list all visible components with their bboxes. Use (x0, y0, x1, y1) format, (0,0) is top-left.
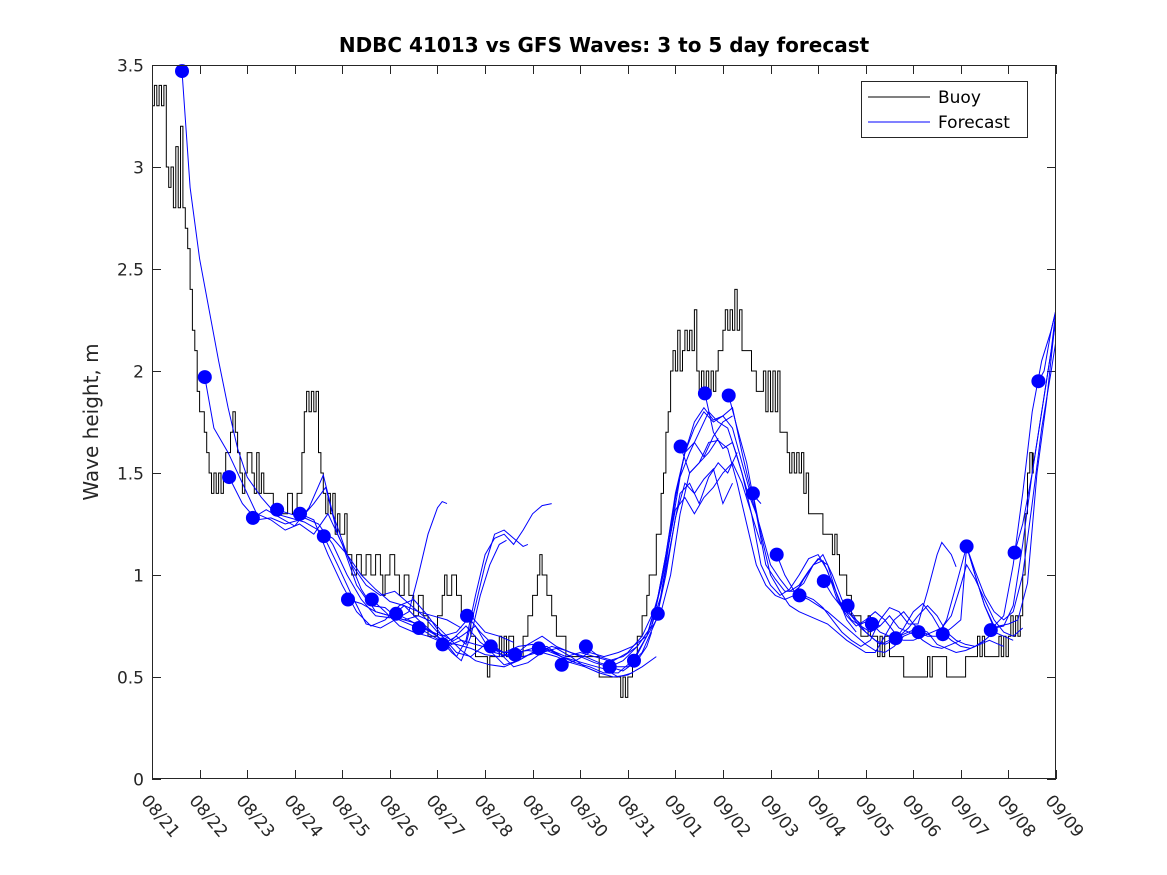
legend: Buoy Forecast (861, 81, 1028, 138)
y-tick-label: 1 (133, 567, 144, 587)
forecast-marker (245, 510, 260, 525)
forecast-line (966, 340, 1056, 621)
forecast-line (704, 393, 895, 633)
forecast-marker (816, 574, 831, 589)
forecast-line (514, 467, 733, 668)
forecast-marker (959, 539, 974, 554)
y-tick-label: 0 (133, 771, 144, 791)
legend-box (861, 81, 1028, 138)
forecast-marker (341, 592, 355, 607)
plot-area (152, 65, 1056, 779)
legend-label-buoy: Buoy (938, 88, 981, 108)
forecast-line (847, 602, 1004, 649)
forecast-line (442, 529, 529, 646)
y-axis-label: Wave height, m (79, 343, 103, 500)
forecast-marker (508, 647, 522, 662)
chart-title: NDBC 41013 vs GFS Waves: 3 to 5 day fore… (339, 33, 870, 57)
forecast-marker (935, 627, 950, 642)
forecast-marker (792, 588, 807, 603)
forecast-marker (316, 529, 331, 544)
forecast-line (228, 476, 524, 658)
forecast-marker (364, 592, 379, 607)
forecast-line (776, 541, 957, 647)
forecast-marker (627, 653, 641, 668)
forecast-marker (602, 659, 617, 674)
forecast-marker (673, 439, 688, 454)
forecast-marker (483, 639, 498, 654)
forecast-marker (1031, 374, 1046, 389)
y-tick-label: 3.5 (117, 57, 144, 77)
legend-label-forecast: Forecast (938, 113, 1010, 133)
forecast-marker (888, 631, 903, 646)
forecast-marker (697, 386, 712, 401)
forecast-marker (554, 657, 569, 672)
forecast-marker (531, 641, 546, 656)
forecast-marker (983, 623, 998, 638)
forecast-marker (578, 639, 593, 654)
y-tick-label: 0.5 (117, 669, 144, 689)
forecast-marker (745, 486, 760, 501)
forecast-line (895, 563, 1024, 641)
forecast-line (204, 377, 514, 643)
forecast-marker (435, 637, 450, 652)
forecast-line (799, 594, 961, 654)
forecast-line (823, 580, 985, 647)
forecast-line (1014, 309, 1056, 553)
forecast-marker (222, 470, 237, 485)
forecast-marker (721, 388, 736, 403)
forecast-marker (769, 547, 784, 562)
forecast-markers (175, 64, 1046, 674)
forecast-marker (197, 370, 212, 385)
forecast-marker (650, 606, 665, 621)
forecast-line (728, 395, 919, 637)
forecast-marker (411, 621, 426, 635)
forecast-line (752, 493, 933, 653)
forecast-marker (293, 506, 307, 521)
forecast-marker (270, 502, 285, 517)
forecast-line (633, 406, 762, 661)
y-tick-label: 2.5 (117, 261, 144, 281)
y-tick-label: 2 (133, 363, 144, 383)
forecast-line (181, 71, 462, 629)
forecast-marker (864, 617, 879, 631)
forecast-marker (460, 608, 474, 623)
forecast-line (990, 313, 1056, 631)
y-tick-label: 3 (133, 159, 144, 179)
y-tick-label: 1.5 (117, 465, 144, 485)
axes-box (152, 65, 1056, 779)
forecast-marker (175, 64, 189, 79)
y-tick-labels: 0 0.5 1 1.5 2 2.5 3 3.5 (117, 57, 144, 791)
forecast-marker (840, 598, 855, 613)
forecast-marker (389, 606, 404, 621)
forecast-marker (1007, 545, 1022, 560)
forecast-marker (911, 625, 926, 640)
